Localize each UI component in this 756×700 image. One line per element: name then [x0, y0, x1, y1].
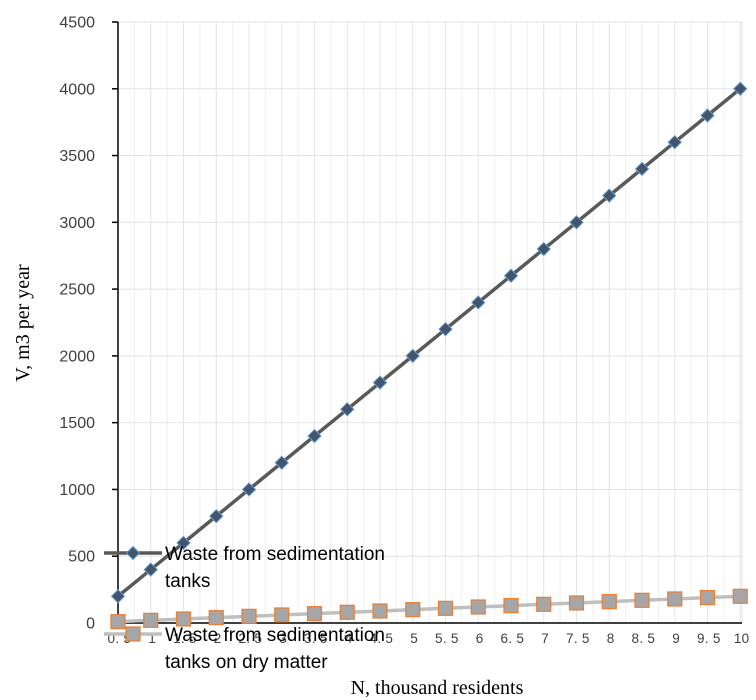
data-point [110, 589, 126, 604]
data-point [405, 602, 421, 618]
data-point [175, 611, 192, 627]
x-tick-label: 3 [279, 631, 287, 646]
data-point [241, 608, 257, 624]
legend-item-2: Waste from sedimentation tanks on dry mat… [104, 625, 385, 673]
y-tick-label: 0 [86, 616, 95, 633]
y-tick-label: 500 [68, 549, 95, 566]
data-point [699, 590, 716, 606]
data-point [536, 596, 552, 612]
legend-label-line: tanks on dry matter [165, 652, 328, 673]
data-point [536, 241, 551, 257]
y-tick-label: 2000 [59, 348, 95, 365]
data-point [241, 482, 257, 497]
data-point [405, 348, 420, 364]
data-point [634, 592, 650, 608]
x-tick-label: 4. 5 [370, 631, 394, 646]
data-point [209, 508, 224, 524]
x-tick-label: 7. 5 [566, 631, 590, 646]
x-tick-label: 6. 5 [501, 631, 525, 646]
x-tick-label: 9. 5 [697, 631, 721, 646]
x-tick-label: 10 [734, 631, 750, 646]
data-point [503, 598, 519, 614]
x-tick-label: 2 [214, 631, 222, 646]
x-tick-label: 7 [541, 631, 549, 646]
legend-label-line: Waste from sedimentation [165, 625, 385, 646]
x-tick-label: 8. 5 [632, 631, 656, 646]
data-point [471, 295, 486, 310]
data-point [143, 562, 158, 577]
y-tick-label: 3500 [59, 148, 95, 165]
data-point [339, 604, 355, 620]
y-tick-label: 4000 [59, 81, 95, 98]
x-tick-label: 2. 5 [239, 631, 263, 646]
data-point [340, 402, 355, 417]
data-point [634, 161, 650, 177]
legend-item-1: Waste from sedimentation tanks [104, 544, 385, 592]
series-line [116, 87, 742, 598]
y-tick-label: 2500 [59, 282, 95, 299]
x-tick-label: 4 [345, 631, 353, 646]
data-point [208, 610, 224, 626]
series-group [110, 81, 748, 630]
y-tick-label: 1000 [59, 482, 95, 499]
y-tick-label: 3000 [59, 215, 95, 232]
data-point [667, 591, 683, 607]
data-point [503, 268, 519, 283]
x-tick-label: 9 [672, 631, 680, 646]
x-tick-label: 8 [607, 631, 615, 646]
data-point [732, 588, 748, 604]
legend-label-line: tanks [165, 571, 210, 592]
axes [112, 21, 742, 625]
data-point [438, 321, 453, 337]
data-point [274, 455, 289, 470]
x-axis-title: N, thousand residents [351, 677, 524, 699]
data-point [306, 606, 323, 622]
data-point [143, 612, 159, 628]
x-tick-label: 3. 5 [304, 631, 328, 646]
data-point [700, 108, 715, 123]
y-tick-label: 4500 [59, 15, 95, 32]
x-tick-label: 1. 5 [173, 631, 197, 646]
data-point [110, 614, 126, 630]
data-point [372, 603, 388, 619]
y-axis-title: V, m3 per year [12, 264, 34, 382]
x-tick-label: 1 [148, 631, 156, 646]
data-point [667, 134, 682, 150]
legend-swatch-marker [125, 626, 141, 642]
y-tick-label: 1500 [59, 415, 95, 432]
series-1 [110, 81, 748, 604]
legend-swatch-marker [125, 545, 141, 561]
data-point [176, 535, 191, 551]
gridlines [117, 21, 743, 624]
data-point [601, 594, 617, 610]
y-tick-labels: 0 500 1000 1500 2000 2500 3000 3500 4000 4500 [59, 15, 95, 633]
data-point [568, 595, 585, 611]
data-point [569, 215, 584, 230]
series-2 [110, 588, 748, 630]
data-point [437, 600, 454, 616]
data-point [372, 375, 388, 390]
data-point [274, 607, 290, 623]
data-point [470, 599, 486, 615]
x-tick-label: 6 [476, 631, 484, 646]
data-point [307, 428, 322, 444]
legend-label-line: Waste from sedimentation [165, 544, 385, 565]
data-point [602, 188, 617, 203]
x-tick-label: 5 [410, 631, 418, 646]
data-point [733, 81, 748, 96]
x-tick-label: 5. 5 [435, 631, 459, 646]
